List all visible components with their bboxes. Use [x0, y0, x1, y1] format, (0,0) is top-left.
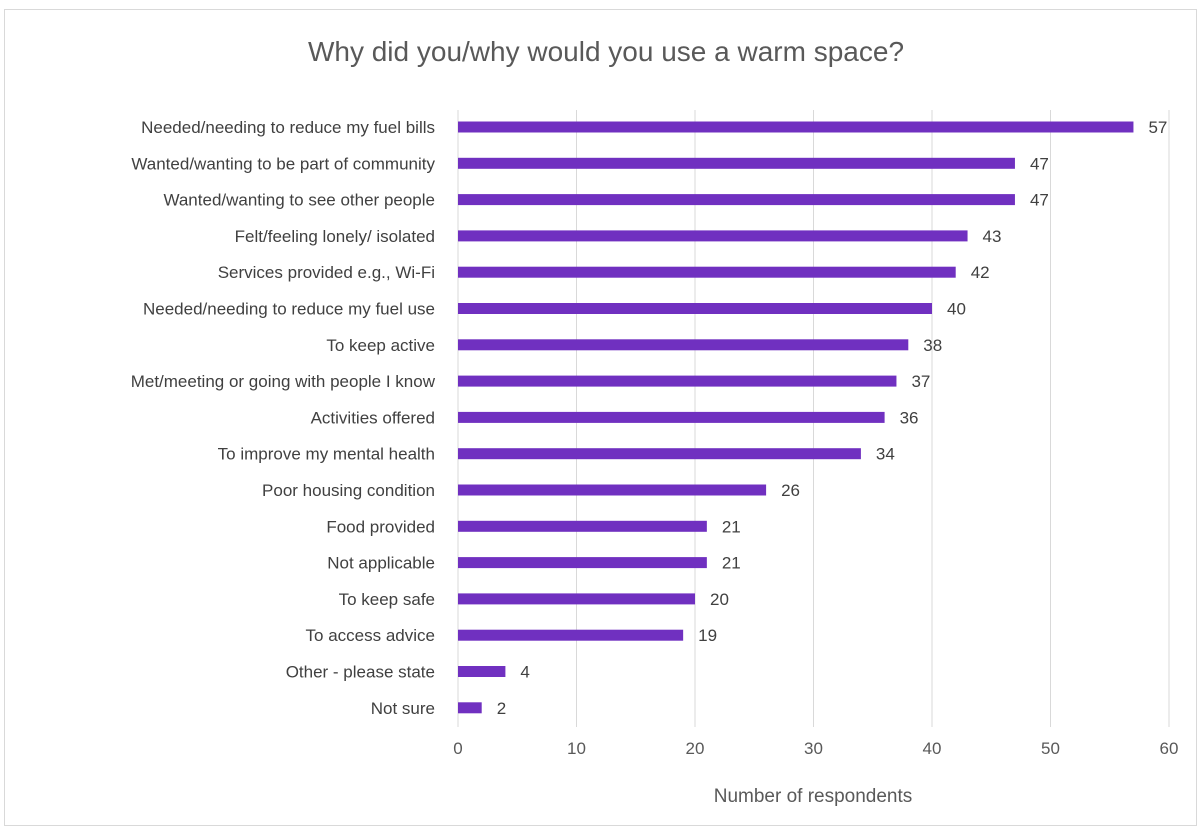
bar [458, 121, 1134, 133]
bar [458, 266, 956, 278]
x-tick-label: 60 [1160, 739, 1179, 758]
category-label: Not sure [371, 699, 435, 718]
category-label: To access advice [306, 626, 435, 645]
category-label: Food provided [326, 517, 435, 536]
bar [458, 411, 885, 423]
bar [458, 339, 909, 351]
x-tick-label: 20 [686, 739, 705, 758]
bar [458, 448, 861, 460]
chart-title: Why did you/why would you use a warm spa… [308, 36, 904, 67]
bar-chart: Why did you/why would you use a warm spa… [131, 36, 1179, 807]
data-label: 40 [947, 300, 966, 319]
bar [458, 484, 767, 496]
data-label: 42 [971, 263, 990, 282]
data-label: 26 [781, 481, 800, 500]
bar [458, 375, 897, 387]
category-label: Felt/feeling lonely/ isolated [235, 227, 435, 246]
bar [458, 557, 707, 569]
bar [458, 629, 684, 641]
data-label: 21 [722, 517, 741, 536]
data-label: 2 [497, 699, 506, 718]
x-axis-title: Number of respondents [714, 786, 913, 807]
category-label: Met/meeting or going with people I know [131, 372, 436, 391]
data-label: 36 [900, 408, 919, 427]
x-tick-label: 50 [1041, 739, 1060, 758]
x-tick-label: 30 [804, 739, 823, 758]
category-label: To keep safe [339, 590, 435, 609]
category-label: To keep active [326, 336, 435, 355]
data-label: 47 [1030, 154, 1049, 173]
category-label: Other - please state [286, 663, 435, 682]
x-tick-label: 40 [923, 739, 942, 758]
data-label: 20 [710, 590, 729, 609]
data-label: 21 [722, 554, 741, 573]
bar [458, 666, 506, 677]
category-labels: Needed/needing to reduce my fuel bills Wa… [131, 118, 436, 718]
data-label: 4 [520, 663, 529, 682]
data-label: 19 [698, 626, 717, 645]
x-tick-label: 0 [453, 739, 462, 758]
bar [458, 230, 968, 242]
bars [458, 121, 1134, 714]
category-label: Needed/needing to reduce my fuel bills [141, 118, 435, 137]
x-tick-labels: 0 10 20 30 40 50 60 [453, 739, 1178, 758]
bar [458, 520, 707, 532]
data-label: 57 [1148, 118, 1167, 137]
category-label: Activities offered [311, 408, 435, 427]
data-label: 38 [923, 336, 942, 355]
category-label: Services provided e.g., Wi-Fi [218, 263, 435, 282]
category-label: Poor housing condition [262, 481, 435, 500]
category-label: Wanted/wanting to be part of community [131, 154, 435, 173]
bar [458, 194, 1015, 206]
data-label: 43 [983, 227, 1002, 246]
data-label: 47 [1030, 191, 1049, 210]
category-label: Wanted/wanting to see other people [163, 191, 435, 210]
bar [458, 303, 932, 314]
bar [458, 593, 695, 605]
data-labels: 57 47 47 43 42 40 38 37 36 34 26 21 21 20 19 42 [497, 118, 1168, 718]
bar [458, 157, 1015, 169]
chart-frame: Why did you/why would you use a warm spa… [4, 9, 1197, 826]
data-label: 37 [911, 372, 930, 391]
bar [458, 702, 482, 714]
data-label: 34 [876, 445, 895, 464]
category-label: Not applicable [327, 554, 435, 573]
category-label: Needed/needing to reduce my fuel use [143, 300, 435, 319]
x-tick-label: 10 [567, 739, 586, 758]
category-label: To improve my mental health [218, 445, 435, 464]
